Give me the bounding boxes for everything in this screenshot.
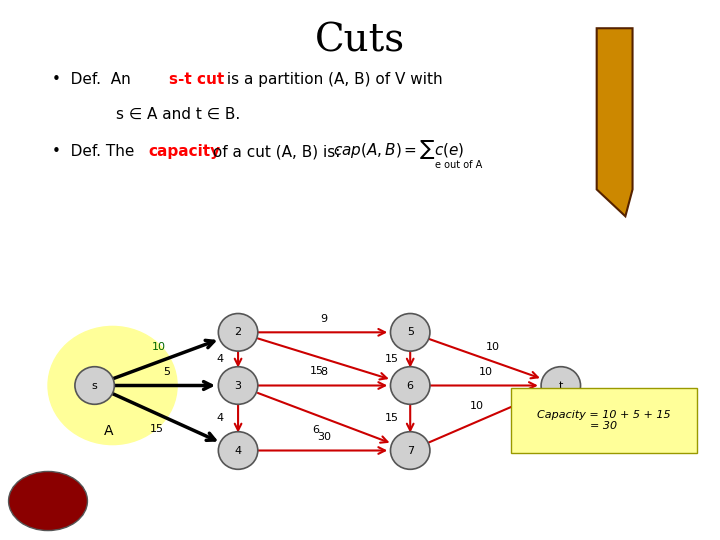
Ellipse shape [218,367,258,404]
Text: 15: 15 [150,424,164,435]
Text: $cap(A, B) = \sum c(e)$: $cap(A, B) = \sum c(e)$ [333,138,465,160]
Text: 4: 4 [217,413,224,423]
Text: 4: 4 [217,354,224,364]
Text: 6: 6 [407,381,414,390]
Text: 10: 10 [469,401,484,411]
Text: 6: 6 [312,425,320,435]
Text: 5: 5 [163,367,170,377]
Text: 15: 15 [385,413,400,423]
FancyBboxPatch shape [510,388,697,453]
Text: •  Def.  An: • Def. An [52,72,135,87]
Text: •  Def. The: • Def. The [52,144,139,159]
Text: 7: 7 [407,446,414,456]
Text: A: A [104,424,114,438]
Text: 10: 10 [151,342,166,352]
Ellipse shape [390,367,430,404]
Ellipse shape [218,431,258,469]
Circle shape [9,471,87,531]
Polygon shape [597,28,633,217]
Text: 9: 9 [320,314,328,324]
Text: capacity: capacity [148,144,220,159]
Ellipse shape [48,326,177,444]
Text: 2: 2 [235,327,242,338]
Text: 15: 15 [310,366,324,376]
Ellipse shape [218,314,258,351]
Text: 15: 15 [385,354,400,364]
Text: s-t cut: s-t cut [168,72,224,87]
Text: of a cut (A, B) is:: of a cut (A, B) is: [208,144,341,159]
Text: is a partition (A, B) of V with: is a partition (A, B) of V with [222,72,442,87]
Text: e out of A: e out of A [436,160,482,170]
Text: 8: 8 [320,367,328,377]
Ellipse shape [390,431,430,469]
Text: s ∈ A and t ∈ B.: s ∈ A and t ∈ B. [116,107,240,122]
Text: s: s [91,381,97,390]
Text: t: t [559,381,563,390]
Text: 4: 4 [235,446,242,456]
Text: 30: 30 [317,432,331,442]
Text: 10: 10 [479,367,492,377]
Ellipse shape [390,314,430,351]
Text: Capacity = 10 + 5 + 15
= 30: Capacity = 10 + 5 + 15 = 30 [537,410,670,431]
Text: 5: 5 [407,327,414,338]
Text: 10: 10 [486,342,500,352]
Text: 3: 3 [235,381,242,390]
Ellipse shape [541,367,580,404]
Text: Cuts: Cuts [315,23,405,60]
Ellipse shape [75,367,114,404]
